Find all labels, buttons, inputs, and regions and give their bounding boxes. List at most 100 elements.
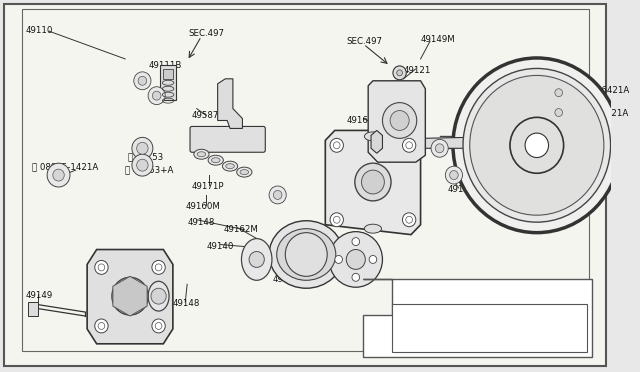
Circle shape: [132, 137, 153, 159]
Circle shape: [450, 171, 458, 180]
Circle shape: [445, 166, 463, 184]
Polygon shape: [368, 81, 426, 162]
Text: SEC.497: SEC.497: [346, 37, 382, 46]
Circle shape: [393, 66, 406, 80]
Text: 49144: 49144: [273, 275, 300, 284]
Circle shape: [525, 133, 548, 157]
Ellipse shape: [355, 163, 391, 201]
Circle shape: [285, 232, 327, 276]
Ellipse shape: [194, 149, 209, 159]
Ellipse shape: [269, 221, 344, 288]
Ellipse shape: [208, 155, 223, 165]
Circle shape: [390, 110, 409, 131]
Circle shape: [333, 216, 340, 223]
Ellipse shape: [364, 132, 381, 141]
Text: ⓐ 49153+A: ⓐ 49153+A: [125, 165, 173, 174]
Circle shape: [406, 216, 412, 223]
Circle shape: [352, 238, 360, 246]
Text: ⓐ 49153: ⓐ 49153: [128, 152, 163, 161]
Text: (1): (1): [576, 97, 588, 106]
Circle shape: [330, 138, 344, 152]
Circle shape: [53, 169, 64, 181]
Text: NOTE:PART CODE 49110K......... ⓐ: NOTE:PART CODE 49110K......... ⓐ: [397, 313, 558, 323]
Ellipse shape: [226, 164, 234, 169]
Circle shape: [156, 264, 162, 271]
Circle shape: [551, 105, 566, 121]
Polygon shape: [364, 279, 592, 357]
Circle shape: [330, 213, 344, 227]
Polygon shape: [325, 131, 420, 235]
Circle shape: [346, 250, 365, 269]
Ellipse shape: [148, 281, 169, 311]
Circle shape: [510, 117, 564, 173]
Circle shape: [352, 273, 360, 281]
Text: 49161P: 49161P: [346, 116, 379, 125]
Circle shape: [98, 264, 105, 271]
Circle shape: [369, 256, 377, 263]
Bar: [392, 304, 588, 352]
Circle shape: [403, 138, 416, 152]
Text: 49149M: 49149M: [420, 35, 455, 44]
Text: SEC.497: SEC.497: [188, 29, 224, 38]
Ellipse shape: [237, 167, 252, 177]
Text: 49110: 49110: [25, 26, 52, 35]
Polygon shape: [420, 137, 520, 148]
Circle shape: [152, 91, 161, 100]
Ellipse shape: [364, 224, 381, 233]
Text: 49171P: 49171P: [192, 182, 225, 191]
Text: 49121: 49121: [403, 66, 431, 75]
Circle shape: [403, 213, 416, 227]
Circle shape: [47, 163, 70, 187]
Ellipse shape: [223, 161, 237, 171]
Circle shape: [156, 323, 162, 330]
Circle shape: [95, 260, 108, 274]
Text: (1): (1): [42, 172, 65, 181]
Circle shape: [551, 85, 566, 101]
Text: ⓐ 49173N: ⓐ 49173N: [216, 128, 257, 137]
Circle shape: [329, 232, 383, 287]
Bar: [163, 69, 173, 79]
Bar: [161, 65, 176, 100]
Circle shape: [555, 89, 563, 97]
Ellipse shape: [276, 229, 336, 280]
Text: 49116: 49116: [92, 253, 119, 262]
Ellipse shape: [362, 170, 385, 194]
Text: ⓐ 49145: ⓐ 49145: [259, 257, 294, 266]
Circle shape: [335, 256, 342, 263]
Circle shape: [249, 251, 264, 267]
Circle shape: [132, 154, 153, 176]
Circle shape: [98, 323, 105, 330]
Ellipse shape: [197, 152, 205, 157]
Text: 49162M: 49162M: [223, 225, 259, 234]
Polygon shape: [218, 79, 243, 128]
Text: ⓓ 08911-6421A: ⓓ 08911-6421A: [563, 86, 630, 95]
Circle shape: [152, 319, 165, 333]
Text: ⓙ 08915-1421A: ⓙ 08915-1421A: [561, 109, 628, 118]
Circle shape: [406, 142, 412, 149]
Circle shape: [137, 159, 148, 171]
Ellipse shape: [241, 238, 272, 280]
Circle shape: [137, 142, 148, 154]
Text: 49160M: 49160M: [185, 202, 220, 211]
Text: ⓐ 49162N: ⓐ 49162N: [333, 135, 374, 144]
Circle shape: [397, 70, 403, 76]
Circle shape: [134, 72, 151, 90]
Circle shape: [333, 142, 340, 149]
Circle shape: [383, 103, 417, 138]
Polygon shape: [87, 250, 173, 344]
Text: 49111B: 49111B: [149, 61, 182, 70]
Text: 49148: 49148: [173, 299, 200, 308]
Text: A·90·02 2: A·90·02 2: [516, 347, 556, 356]
Circle shape: [463, 68, 611, 222]
Text: 49587: 49587: [192, 110, 220, 119]
Circle shape: [555, 109, 563, 116]
Text: 49148: 49148: [187, 218, 214, 227]
Ellipse shape: [240, 170, 248, 174]
Polygon shape: [113, 276, 147, 316]
Circle shape: [138, 76, 147, 85]
Circle shape: [435, 144, 444, 153]
Circle shape: [95, 319, 108, 333]
Text: (1): (1): [574, 119, 586, 128]
Circle shape: [269, 186, 286, 204]
Circle shape: [453, 58, 621, 232]
